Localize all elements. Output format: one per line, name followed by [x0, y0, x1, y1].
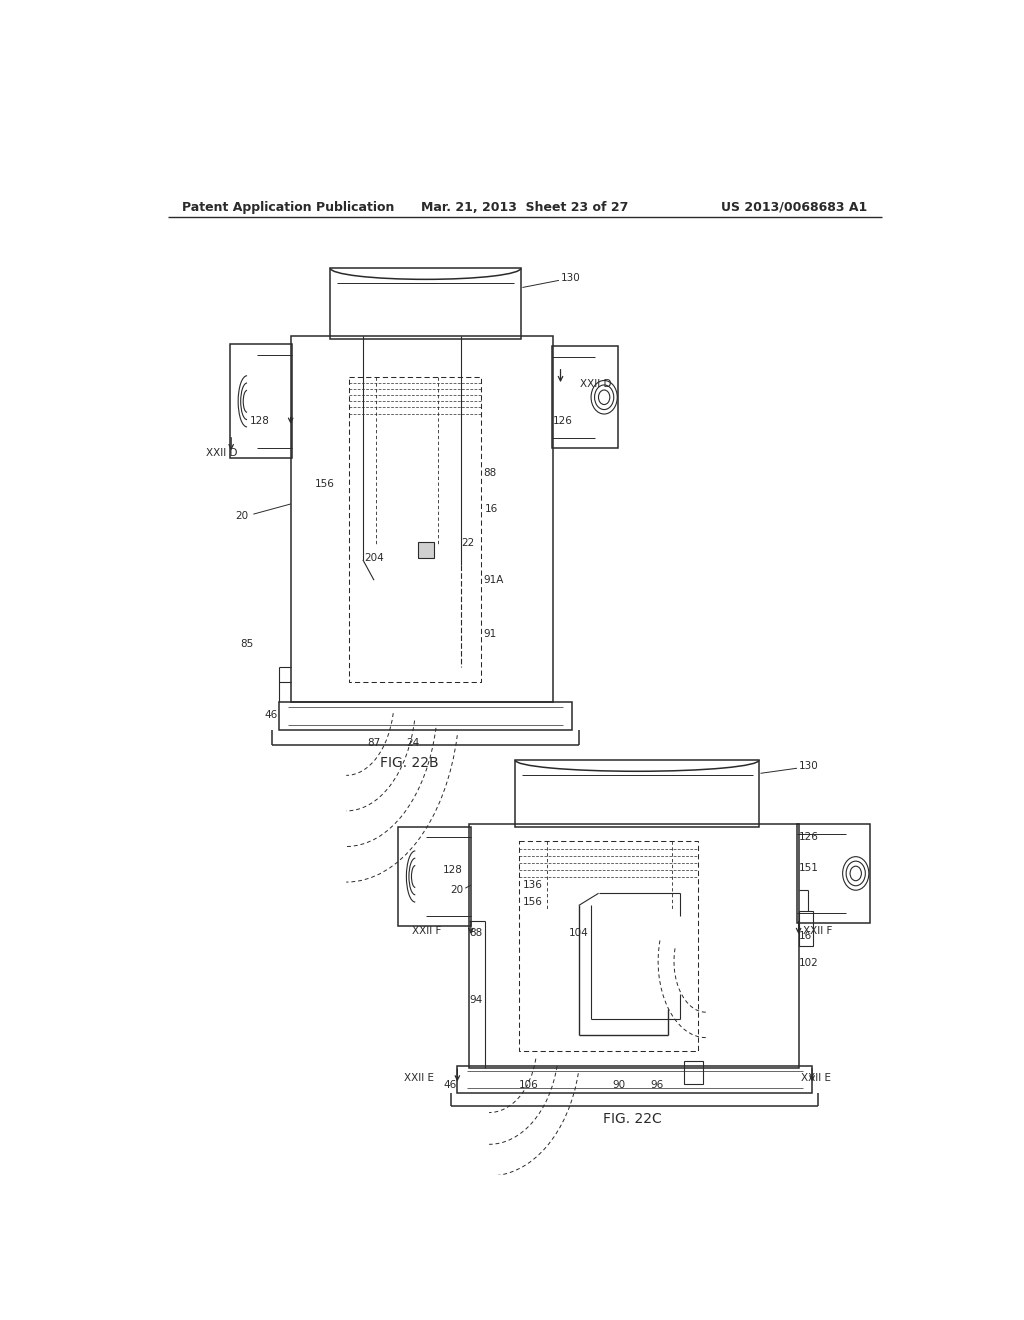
Text: XXII F: XXII F	[412, 925, 441, 936]
Text: 88: 88	[469, 928, 482, 939]
Text: 204: 204	[364, 553, 384, 562]
Text: 94: 94	[469, 995, 482, 1005]
Bar	[348, 378, 481, 682]
Text: XXII F: XXII F	[803, 925, 831, 936]
Text: 102: 102	[799, 958, 818, 969]
Text: 126: 126	[553, 416, 572, 425]
Text: 128: 128	[250, 416, 269, 425]
Text: XXII E: XXII E	[404, 1073, 434, 1084]
Text: 130: 130	[560, 273, 581, 284]
Text: 16: 16	[799, 931, 812, 941]
Bar	[469, 824, 799, 1068]
Text: 24: 24	[406, 738, 419, 748]
Bar	[552, 346, 618, 447]
Text: Mar. 21, 2013  Sheet 23 of 27: Mar. 21, 2013 Sheet 23 of 27	[421, 201, 629, 214]
Text: 20: 20	[450, 886, 463, 895]
Text: US 2013/0068683 A1: US 2013/0068683 A1	[721, 201, 867, 214]
Bar	[519, 841, 697, 1051]
Text: 136: 136	[522, 880, 543, 890]
Bar	[684, 1061, 703, 1084]
Bar	[229, 345, 292, 458]
Text: 87: 87	[368, 738, 381, 748]
Text: Patent Application Publication: Patent Application Publication	[182, 201, 394, 214]
Bar	[797, 824, 870, 923]
Text: FIG. 22C: FIG. 22C	[602, 1111, 662, 1126]
Text: 156: 156	[314, 479, 334, 488]
Text: 46: 46	[443, 1080, 457, 1090]
Text: 126: 126	[799, 833, 818, 842]
Text: XXII D: XXII D	[206, 449, 238, 458]
Text: 90: 90	[612, 1080, 626, 1090]
Text: 20: 20	[236, 511, 249, 521]
Text: 151: 151	[799, 863, 818, 873]
Bar	[418, 541, 433, 558]
Text: FIG. 22B: FIG. 22B	[380, 756, 439, 770]
Text: 104: 104	[569, 928, 589, 939]
Bar	[397, 828, 471, 925]
Bar	[799, 911, 813, 946]
Bar	[515, 760, 759, 828]
Text: 156: 156	[522, 898, 543, 907]
Bar	[291, 337, 553, 702]
Text: 22: 22	[461, 537, 474, 548]
Text: 130: 130	[799, 762, 818, 771]
Text: 96: 96	[650, 1080, 664, 1090]
Text: 106: 106	[518, 1080, 539, 1090]
Text: XXII E: XXII E	[801, 1073, 830, 1084]
Text: 46: 46	[264, 710, 278, 721]
Text: 85: 85	[241, 639, 253, 649]
Text: 16: 16	[485, 504, 499, 513]
Bar	[279, 702, 572, 730]
Text: 91: 91	[483, 630, 497, 639]
Text: 88: 88	[483, 469, 497, 478]
Bar	[331, 268, 521, 339]
Text: 128: 128	[443, 865, 463, 875]
Text: 91A: 91A	[483, 576, 504, 585]
Bar	[458, 1067, 812, 1093]
Text: XXII D: XXII D	[581, 379, 612, 389]
